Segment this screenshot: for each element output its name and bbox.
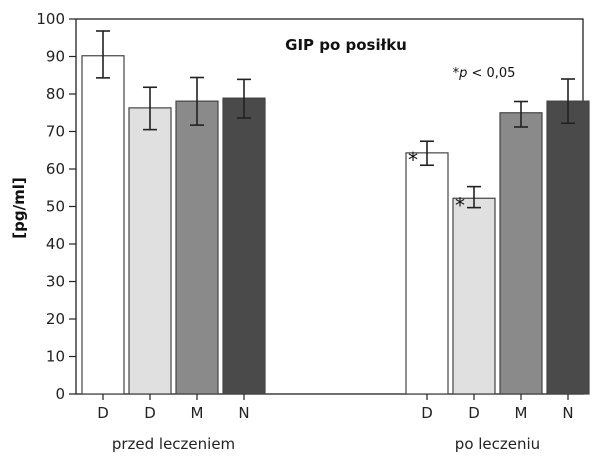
bar	[499, 112, 543, 395]
y-tick-label: 80	[46, 85, 65, 103]
bar	[452, 197, 496, 395]
significance-note-p: p	[458, 66, 467, 81]
significance-note: *p < 0,05	[453, 66, 516, 81]
y-axis-label: [pg/ml]	[10, 177, 28, 238]
category-label: M	[191, 404, 204, 422]
significance-star: *	[408, 148, 418, 172]
chart-title: GIP po posiłku	[285, 36, 407, 54]
significance-note-rest: < 0,05	[467, 66, 515, 81]
bar	[81, 55, 125, 395]
y-tick-label: 0	[55, 385, 65, 403]
group-label: przed leczeniem	[112, 435, 235, 453]
category-label: N	[562, 404, 573, 422]
significance-star: *	[455, 193, 465, 217]
y-tick-label: 50	[46, 198, 65, 216]
category-label: D	[97, 404, 109, 422]
y-tick-label: 40	[46, 235, 65, 253]
group-label: po leczeniu	[455, 435, 540, 453]
bar	[405, 152, 449, 395]
y-tick-label: 30	[46, 273, 65, 291]
y-tick-label: 90	[46, 48, 65, 66]
bars	[81, 55, 590, 395]
category-label: D	[144, 404, 156, 422]
y-tick-label: 60	[46, 160, 65, 178]
bar	[222, 97, 266, 395]
category-label: M	[515, 404, 528, 422]
category-label: N	[238, 404, 249, 422]
y-axis-ticks: 0 10 20 30 40 50 60 70 80 90 100	[36, 10, 76, 403]
significance-note-prefix: *	[453, 66, 460, 81]
bar	[175, 100, 219, 395]
category-label: D	[468, 404, 480, 422]
category-label: D	[421, 404, 433, 422]
y-tick-label: 100	[36, 10, 65, 28]
bar	[128, 107, 172, 395]
y-tick-label: 70	[46, 123, 65, 141]
error-bars: **	[96, 30, 575, 217]
y-tick-label: 10	[46, 348, 65, 366]
bar	[546, 100, 590, 395]
y-tick-label: 20	[46, 310, 65, 328]
